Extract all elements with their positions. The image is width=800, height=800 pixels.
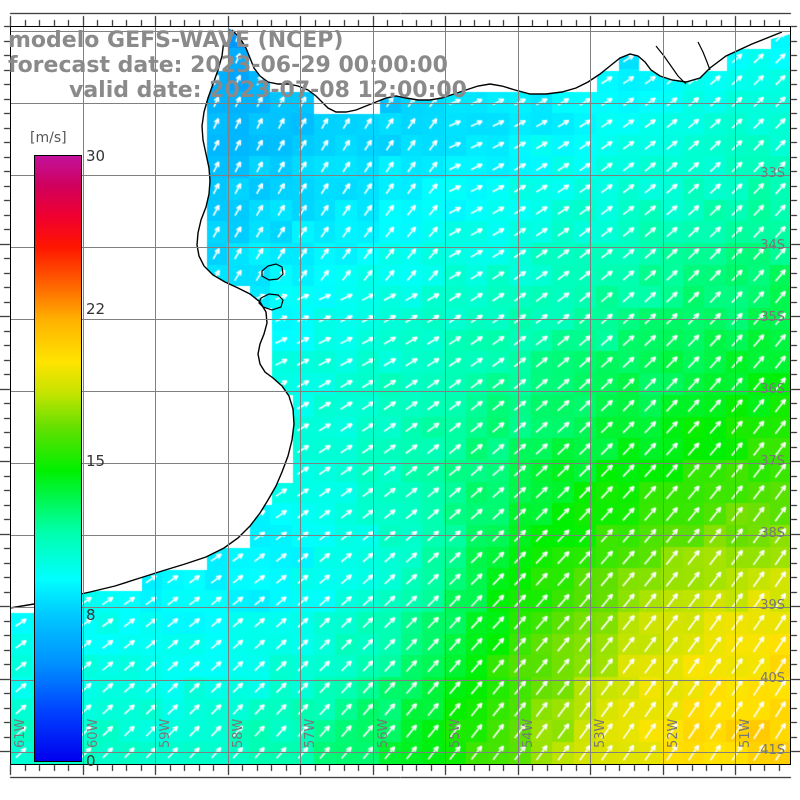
gridline-lat-36s	[10, 391, 791, 392]
lon-label-51w: 51W	[738, 718, 753, 748]
lat-label-41s: 41S	[760, 743, 785, 758]
lon-label-59w: 59W	[158, 718, 173, 748]
colorbar-tick-0: 0	[86, 752, 96, 770]
gridline-lat-33s	[10, 175, 791, 176]
lat-label-36s: 36S	[760, 382, 785, 397]
colorbar[interactable]	[34, 155, 82, 762]
lat-label-33s: 33S	[760, 166, 785, 181]
colorbar-tick-30: 30	[86, 147, 106, 165]
gridline-lon-56w	[373, 26, 374, 765]
gridline-lon-57w	[300, 26, 301, 765]
lon-label-57w: 57W	[303, 718, 318, 748]
colorbar-tick-8: 8	[86, 606, 96, 624]
gridline-lon-59w	[155, 26, 156, 765]
colorbar-tick-22: 22	[86, 300, 106, 318]
gridline-lat-41s	[10, 752, 791, 753]
colorbar-units-label: [m/s]	[30, 130, 67, 146]
lon-label-54w: 54W	[521, 718, 536, 748]
gridline-lon-51w	[735, 26, 736, 765]
gridline-lon-52w	[663, 26, 664, 765]
lon-label-55w: 55W	[448, 718, 463, 748]
gridline-lat-32s	[10, 103, 791, 104]
gridline-lat-38s	[10, 535, 791, 536]
gridline-lon-61w	[10, 26, 11, 765]
gridline-lon-58w	[228, 26, 229, 765]
gridline-lat-37s	[10, 463, 791, 464]
gridline-lon-55w	[445, 26, 446, 765]
lon-label-52w: 52W	[666, 718, 681, 748]
lon-label-58w: 58W	[231, 718, 246, 748]
lat-label-38s: 38S	[760, 526, 785, 541]
lon-label-56w: 56W	[376, 718, 391, 748]
lat-label-37s: 37S	[760, 454, 785, 469]
gridline-lon-60w	[83, 26, 84, 765]
lat-label-34s: 34S	[760, 238, 785, 253]
gridline-lat-40s	[10, 680, 791, 681]
coastline-and-land-mask	[10, 26, 791, 609]
lat-label-35s: 35S	[760, 310, 785, 325]
lat-label-40s: 40S	[760, 671, 785, 686]
gridline-lon-54w	[518, 26, 519, 765]
map-plot-area[interactable]: 33S 34S 35S 36S 37S 38S 39S 40S 41S 61W …	[10, 26, 791, 765]
colorbar-gradient	[34, 155, 82, 762]
lon-label-53w: 53W	[593, 718, 608, 748]
colorbar-tick-15: 15	[86, 452, 106, 470]
lon-label-61w: 61W	[13, 718, 28, 748]
gridline-lat-39s	[10, 607, 791, 608]
gridline-lon-53w	[590, 26, 591, 765]
lon-label-60w: 60W	[86, 718, 101, 748]
lat-label-39s: 39S	[760, 598, 785, 613]
gridline-lat-35s	[10, 319, 791, 320]
gridline-lat-34s	[10, 247, 791, 248]
gridline-lat-31s	[10, 31, 791, 32]
